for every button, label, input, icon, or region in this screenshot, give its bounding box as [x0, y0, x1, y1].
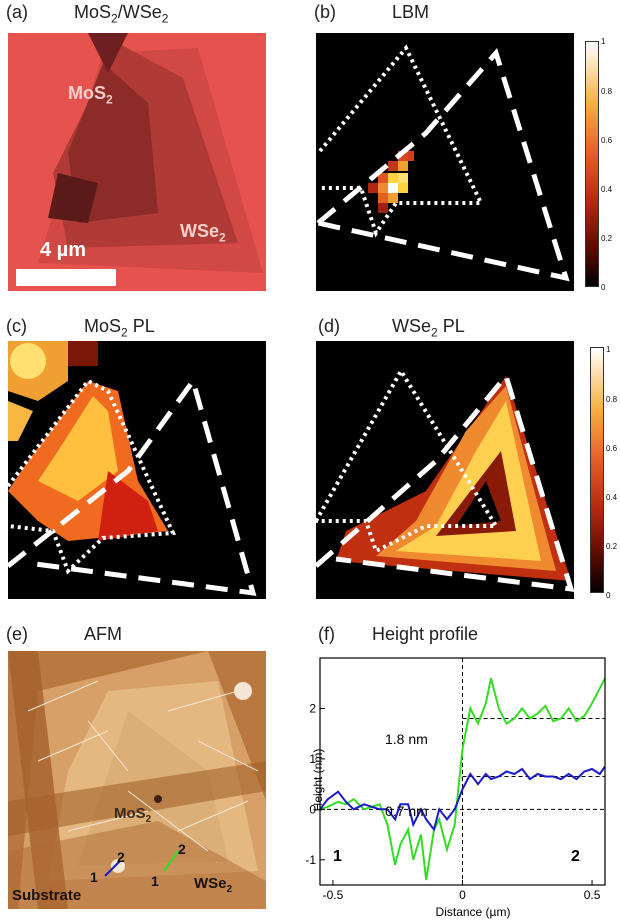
afm-marker-1a: 1	[90, 869, 98, 885]
colorbar-d-ticks: 0 0.2 0.4 0.6 0.8 1	[606, 345, 618, 600]
afm-marker-2a: 2	[117, 849, 125, 865]
colorbar-d	[590, 347, 604, 593]
panel-a-tag: (a)	[6, 2, 28, 22]
endpoint-label-1: 1	[333, 848, 342, 865]
mos2-pl-map	[8, 341, 266, 599]
panel-d-tag: (d)	[318, 316, 340, 336]
y-tick-label-2: 1	[309, 752, 316, 766]
y-axis-label: Height (nm)	[311, 749, 325, 812]
afm-label-wse2: WSe2	[194, 875, 233, 895]
series-blue-line	[319, 765, 606, 832]
annotation-0.7nm: 0.7 nm	[385, 803, 428, 819]
panel-e-title: AFM	[84, 624, 122, 644]
annotation-1.8nm: 1.8 nm	[385, 731, 428, 747]
panel-b-tag: (b)	[314, 2, 336, 22]
x-tick-label-1: 0	[459, 888, 466, 902]
panel-f-tag: (f)	[318, 624, 335, 644]
afm-label-substrate: Substrate	[12, 887, 82, 904]
panel-c-title: MoS2 PL	[84, 316, 155, 340]
afm-marker-1b: 1	[151, 873, 159, 889]
colorbar-b-ticks: 0 0.2 0.4 0.6 0.8 1	[601, 37, 613, 292]
lbm-map	[316, 33, 574, 291]
panel-e-tag: (e)	[6, 624, 28, 644]
optical-image: MoS2 WSe2 4 µm	[8, 33, 266, 291]
panel-b-title: LBM	[392, 2, 430, 22]
endpoint-label-2: 2	[571, 848, 580, 865]
panel-f-title: Height profile	[372, 624, 479, 644]
x-tick-label-0: -0.5	[323, 888, 344, 902]
label-wse2: WSe2	[180, 221, 226, 245]
y-tick-label-1: 0	[309, 802, 316, 816]
label-mos2: MoS2	[68, 83, 113, 107]
afm-marker-2b: 2	[178, 841, 186, 857]
wse2-pl-map	[316, 341, 574, 599]
y-tick-label-3: 2	[309, 701, 316, 715]
panel-a-title: MoS2/WSe2	[74, 2, 169, 26]
colorbar-b	[585, 41, 599, 287]
x-tick-label-2: 0.5	[584, 888, 601, 902]
afm-image: MoS2 WSe2 Substrate 1 2 1 2	[8, 651, 266, 909]
panel-d-title: WSe2 PL	[392, 316, 465, 340]
scale-bar	[16, 269, 116, 286]
panel-c-tag: (c)	[6, 316, 27, 336]
scale-label: 4 µm	[40, 239, 86, 261]
y-tick-label-0: -1	[305, 853, 316, 867]
x-axis-label: Distance (µm)	[436, 905, 511, 919]
series-green-line	[319, 677, 606, 881]
afm-label-mos2: MoS2	[114, 805, 152, 825]
